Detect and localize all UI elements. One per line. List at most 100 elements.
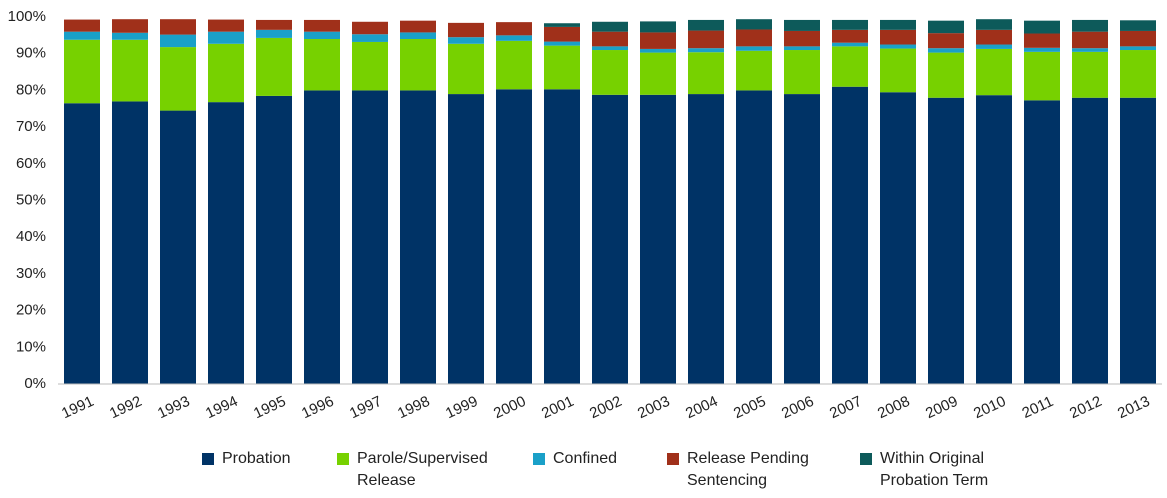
legend-swatch [667,453,679,465]
bar-segment [1024,51,1060,101]
bar-segment [160,19,196,35]
bar-segment [160,34,196,48]
bar-segment [928,33,964,49]
x-tick-label: 2001 [539,393,576,423]
bar-segment [1024,33,1060,48]
bar-segment [592,21,628,32]
bar-segment [592,31,628,47]
bar-segment [400,20,436,33]
bar-segment [496,35,532,41]
bar-segment [736,90,772,385]
x-tick-label: 1996 [299,393,336,423]
legend: Probation Parole/Supervised Release Confin… [0,448,1167,498]
bar-segment [832,86,868,384]
bar-segment [784,30,820,47]
bar-segment [832,19,868,30]
bar-segment [256,29,292,38]
bar-segment [976,48,1012,96]
x-tick-label: 1994 [203,393,240,423]
bar-segment [928,52,964,98]
bar-segment [448,94,484,384]
bar-segment [256,37,292,96]
bar-segment [64,39,100,104]
legend-item: Confined [533,448,663,470]
bar-segment [208,43,244,103]
bar-segment [352,34,388,42]
y-tick-label: 90% [16,45,46,62]
legend-swatch [533,453,545,465]
bar-segment [976,44,1012,49]
bar-segment [1072,48,1108,52]
bar-segment [544,89,580,384]
x-tick-label: 2006 [779,393,816,423]
y-tick-label: 20% [16,302,46,319]
x-tick-label: 2009 [923,393,960,423]
bar-segment [400,32,436,40]
x-tick-label: 2007 [827,393,864,423]
bar-segment [112,101,148,384]
bar-segment [736,46,772,51]
y-tick-label: 40% [16,228,46,245]
bar-segment [784,46,820,51]
x-tick-label: 1991 [59,393,96,423]
bar-segment [640,21,676,33]
bar-segment [352,21,388,35]
bar-segment [880,48,916,93]
bar-segment [304,90,340,385]
bar-segment [832,29,868,43]
legend-label: Parole/Supervised Release [357,450,488,489]
y-tick-label: 80% [16,81,46,98]
bar-segment [400,39,436,91]
chart: 0% 10% 20% 30% 40% 50% 60% 70% 80% 90% 100% 1991 199… [8,8,1162,423]
x-tick-label: 2000 [491,393,528,423]
bar-segment [448,22,484,38]
bar-segment [784,94,820,384]
legend-label: Release Pending Sentencing [687,450,809,489]
bar-segment [880,44,916,49]
bar-segment [928,48,964,53]
bar-segment [496,40,532,90]
y-tick-label: 30% [16,265,46,282]
bar-segment [256,19,292,30]
bar-segment [784,19,820,31]
bar-segment [64,31,100,40]
legend-label: Probation [222,450,291,467]
bar-segment [208,31,244,44]
bar-segment [304,31,340,40]
bar-segment [112,32,148,40]
x-tick-label: 2002 [587,393,624,423]
x-tick-label: 2008 [875,393,912,423]
legend-label: Within Original Probation Term [880,450,989,489]
bar-segment [784,50,820,95]
x-tick-label: 2013 [1115,393,1152,423]
bar-segment [496,22,532,36]
bar-segment [688,52,724,95]
bar-segment [1120,20,1156,31]
bar-segment [832,46,868,87]
bar-segment [688,48,724,53]
bar-segment [208,19,244,32]
bar-segment [208,102,244,385]
legend-item: Release Pending Sentencing [667,448,857,492]
bar-segment [880,19,916,30]
y-tick-label: 50% [16,191,46,208]
y-tick-label: 0% [24,375,46,392]
x-tick-label: 2003 [635,393,672,423]
bar-segment [976,29,1012,45]
bar-segment [976,19,1012,30]
bar-segment [1024,20,1060,34]
bar-segment [496,89,532,384]
bar-segment [256,95,292,384]
bar-segment [736,19,772,30]
legend-item: Parole/Supervised Release [337,448,527,492]
x-tick-label: 2011 [1020,393,1056,422]
bar-segment [640,94,676,384]
legend-swatch [337,453,349,465]
bar-segment [1120,97,1156,385]
legend-label: Confined [553,450,618,467]
bar-segment [448,43,484,95]
bar-segment [160,110,196,385]
bar-segment [544,45,580,90]
bar-segment [448,37,484,44]
